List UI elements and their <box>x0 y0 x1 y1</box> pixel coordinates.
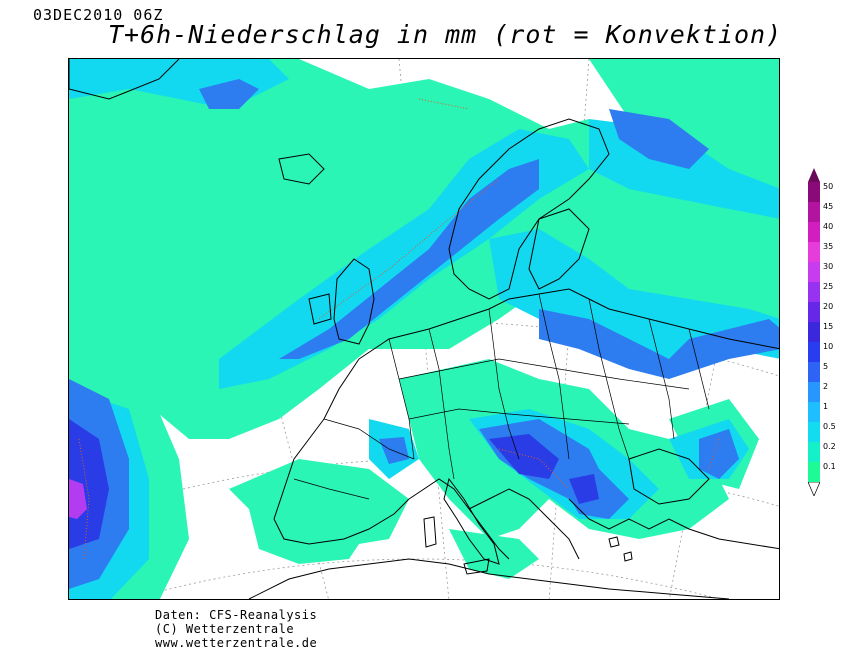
legend-label: 35 <box>823 242 834 251</box>
legend-swatch <box>808 342 820 362</box>
precipitation-map <box>68 58 780 600</box>
legend-bar <box>808 182 820 482</box>
legend-label: 30 <box>823 262 834 271</box>
legend-label: 0.5 <box>823 422 836 431</box>
legend-swatch <box>808 282 820 302</box>
legend-label: 45 <box>823 202 834 211</box>
legend-swatch <box>808 202 820 222</box>
legend-label: 20 <box>823 302 834 311</box>
legend-label: 15 <box>823 322 834 331</box>
legend-label: 0.1 <box>823 462 836 471</box>
legend-swatch <box>808 382 820 402</box>
legend-label: 25 <box>823 282 834 291</box>
website-link[interactable]: www.wetterzentrale.de <box>155 636 318 650</box>
legend-swatch <box>808 182 820 202</box>
legend-swatch <box>808 322 820 342</box>
legend-swatch <box>808 222 820 242</box>
legend-label: 0.2 <box>823 442 836 451</box>
legend-swatch <box>808 302 820 322</box>
legend-swatch <box>808 262 820 282</box>
legend-top-arrow <box>808 168 820 182</box>
legend-label: 50 <box>823 182 834 191</box>
data-source: Daten: CFS-Reanalysis <box>155 608 318 622</box>
legend-swatch <box>808 402 820 422</box>
copyright: (C) Wetterzentrale <box>155 622 295 636</box>
legend-swatch <box>808 362 820 382</box>
legend-swatch <box>808 442 820 462</box>
legend-swatch <box>808 422 820 442</box>
legend-label: 2 <box>823 382 829 391</box>
map-title: T+6h-Niederschlag in mm (rot = Konvektio… <box>108 20 783 49</box>
date-label: 03DEC2010 06Z <box>33 6 164 24</box>
color-legend: 50 45 40 35 30 25 20 15 10 5 2 1 0.5 0.2 0.1 <box>808 168 850 496</box>
legend-swatch <box>808 242 820 262</box>
convection-markers <box>78 98 720 560</box>
precip-purple <box>69 479 87 519</box>
legend-swatch <box>808 462 820 482</box>
legend-label: 10 <box>823 342 834 351</box>
legend-label: 40 <box>823 222 834 231</box>
credits: Daten: CFS-Reanalysis (C) Wetterzentrale… <box>155 608 317 650</box>
legend-bottom-arrow <box>808 482 820 496</box>
legend-label: 5 <box>823 362 829 371</box>
legend-label: 1 <box>823 402 829 411</box>
map-svg <box>69 59 779 599</box>
borders <box>293 293 710 500</box>
